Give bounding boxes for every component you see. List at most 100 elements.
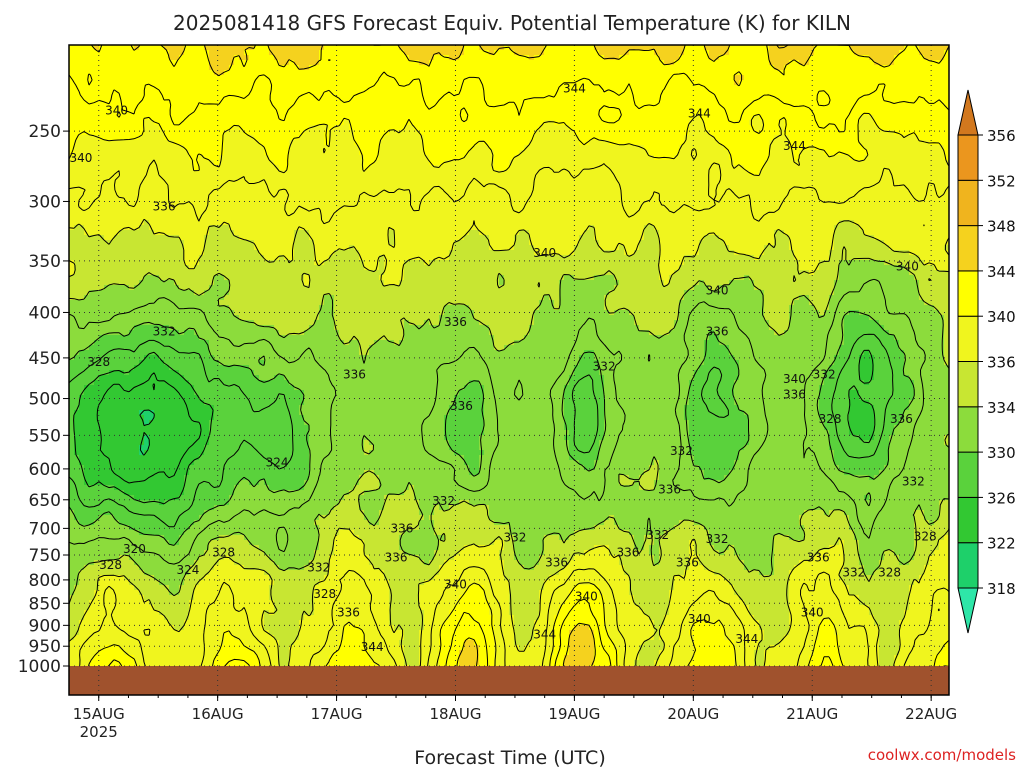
field-cell [304, 185, 310, 191]
field-cell [289, 180, 295, 186]
field-cell [214, 115, 220, 121]
field-cell [594, 95, 600, 101]
field-cell [244, 75, 250, 81]
field-cell [369, 100, 375, 106]
field-cell [839, 70, 845, 76]
field-cell [344, 160, 350, 166]
field-cell [679, 115, 685, 121]
field-cell [909, 180, 915, 186]
field-cell [664, 170, 670, 176]
field-cell [774, 150, 780, 156]
field-cell [569, 60, 575, 66]
field-cell [619, 145, 625, 151]
field-cell [504, 65, 510, 71]
field-cell [549, 90, 555, 96]
field-cell [869, 125, 875, 131]
field-cell [694, 95, 700, 101]
field-cell [159, 70, 165, 76]
field-cell [389, 160, 395, 166]
field-cell [754, 150, 760, 156]
field-cell [814, 55, 820, 61]
field-cell [879, 120, 885, 126]
field-cell [274, 95, 280, 101]
field-cell [899, 140, 905, 146]
field-cell [269, 135, 275, 141]
field-cell [89, 90, 95, 96]
field-cell [614, 50, 620, 56]
field-cell [129, 105, 135, 111]
field-cell [469, 60, 475, 66]
field-cell [629, 125, 635, 131]
field-cell [714, 75, 720, 81]
field-cell [519, 175, 525, 181]
field-cell [784, 70, 790, 76]
field-cell [744, 160, 750, 166]
field-cell [514, 70, 520, 76]
field-cell [494, 75, 500, 81]
field-cell [219, 60, 225, 66]
field-cell [484, 110, 490, 116]
field-cell [184, 135, 190, 141]
field-cell [274, 175, 280, 181]
field-cell [549, 65, 555, 71]
field-cell [614, 160, 620, 166]
field-cell [839, 55, 845, 61]
field-cell [899, 100, 905, 106]
field-cell [219, 170, 225, 176]
field-cell [279, 145, 285, 151]
field-cell [839, 80, 845, 86]
field-cell [514, 125, 520, 131]
field-cell [894, 155, 900, 161]
field-cell [799, 155, 805, 161]
field-cell [114, 80, 120, 86]
field-cell [414, 80, 420, 86]
field-cell [289, 185, 295, 191]
field-cell [754, 70, 760, 76]
field-cell [739, 175, 745, 181]
field-cell [829, 170, 835, 176]
field-cell [469, 165, 475, 171]
field-cell [884, 170, 890, 176]
field-cell [104, 90, 110, 96]
field-cell [494, 95, 500, 101]
field-cell [194, 175, 200, 181]
field-cell [384, 155, 390, 161]
field-cell [224, 185, 230, 191]
field-cell [474, 85, 480, 91]
field-cell [529, 105, 535, 111]
field-cell [914, 90, 920, 96]
field-cell [164, 65, 170, 71]
field-cell [119, 155, 125, 161]
field-cell [254, 60, 260, 66]
field-cell [869, 60, 875, 66]
field-cell [449, 70, 455, 76]
field-cell [634, 65, 640, 71]
field-cell [744, 80, 750, 86]
field-cell [384, 145, 390, 151]
field-cell [919, 80, 925, 86]
field-cell [869, 75, 875, 81]
field-cell [794, 180, 800, 186]
field-cell [904, 125, 910, 131]
field-cell [804, 110, 810, 116]
field-cell [264, 160, 270, 166]
field-cell [129, 75, 135, 81]
field-cell [599, 155, 605, 161]
field-cell [924, 50, 930, 56]
field-cell [824, 165, 830, 171]
field-cell [104, 125, 110, 131]
field-cell [299, 140, 305, 146]
field-cell [269, 65, 275, 71]
field-cell [784, 75, 790, 81]
field-cell [369, 110, 375, 116]
field-cell [164, 90, 170, 96]
field-cell [709, 155, 715, 161]
field-cell [229, 185, 235, 191]
field-cell [324, 45, 330, 51]
field-cell [314, 90, 320, 96]
field-cell [414, 100, 420, 106]
field-cell [554, 55, 560, 61]
field-cell [159, 65, 165, 71]
field-cell [424, 140, 430, 146]
field-cell [559, 160, 565, 166]
